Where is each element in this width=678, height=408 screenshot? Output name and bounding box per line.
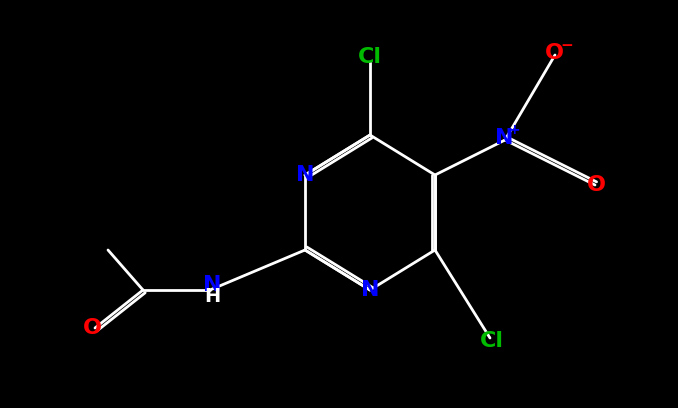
Text: O: O [83,318,102,338]
Text: H: H [204,288,220,306]
Text: N: N [296,165,314,185]
Text: O: O [586,175,605,195]
Text: N: N [203,275,221,295]
Text: N: N [361,280,379,300]
Text: Cl: Cl [480,331,504,351]
Text: Cl: Cl [358,47,382,67]
Text: O: O [544,43,563,63]
Text: N: N [495,128,513,148]
Text: −: − [561,38,574,53]
Text: +: + [508,123,520,137]
